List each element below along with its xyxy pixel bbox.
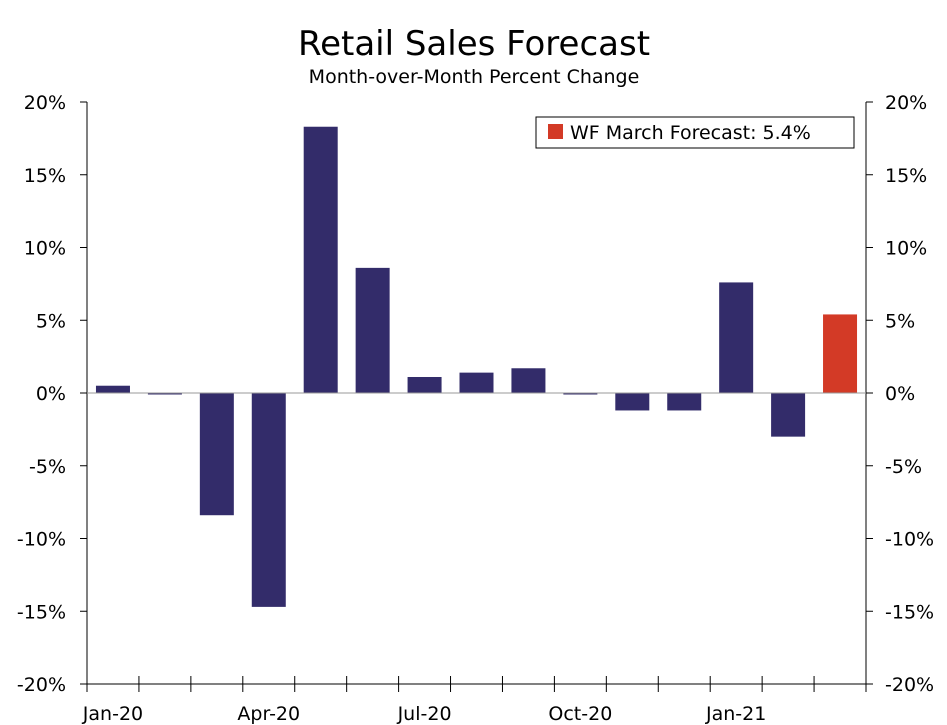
bar-Mar-20 [199, 393, 234, 516]
y-tick-label-right: 10% [885, 238, 927, 260]
bar-May-20 [303, 126, 338, 394]
x-tick-label: Apr-20 [237, 703, 300, 725]
bar-Jan-20 [95, 385, 130, 393]
x-tick-label: Jul-20 [397, 703, 452, 725]
y-tick-label-left: 5% [36, 310, 66, 332]
legend-swatch [548, 124, 563, 139]
bar-Dec-20 [667, 393, 702, 411]
x-tick-label: Jan-20 [82, 703, 143, 725]
y-tick-label-right: -15% [885, 601, 934, 623]
y-tick-label-left: 20% [24, 92, 66, 114]
y-tick-label-left: 15% [24, 165, 66, 187]
bar-Feb-20 [147, 393, 182, 395]
bar-Oct-20 [563, 393, 598, 395]
bar-Jul-20 [407, 376, 442, 393]
legend: WF March Forecast: 5.4% [535, 116, 855, 149]
bar-Apr-20 [251, 393, 286, 607]
x-tick-label: Oct-20 [548, 703, 612, 725]
bar-Aug-20 [459, 372, 494, 393]
axes: 20% 20% 15% 15% 10% 10% 5% 5% 0% 0% -5% -5% -10% -10%… [17, 92, 934, 725]
bar-Jan-21 [719, 282, 754, 393]
y-tick-label-left: -15% [17, 601, 66, 623]
y-tick-label-left: 10% [24, 238, 66, 260]
y-tick-label-right: 15% [885, 165, 927, 187]
bar-Jun-20 [355, 267, 390, 393]
bars [87, 126, 866, 607]
bar-Mar-21 [823, 314, 858, 393]
chart-subtitle: Month-over-Month Percent Change [309, 66, 640, 88]
legend-label: WF March Forecast: 5.4% [570, 122, 811, 144]
y-tick-label-right: 5% [885, 310, 915, 332]
y-tick-label-left: -20% [17, 674, 66, 696]
y-tick-label-right: -10% [885, 529, 934, 551]
bar-Sep-20 [511, 368, 546, 393]
y-tick-label-left: 0% [36, 383, 66, 405]
y-tick-label-left: -5% [29, 456, 66, 478]
legend-box [535, 116, 855, 149]
bar-Feb-21 [771, 393, 806, 437]
y-tick-label-right: 20% [885, 92, 927, 114]
y-tick-label-right: 0% [885, 383, 915, 405]
bar-Nov-20 [615, 393, 650, 411]
chart-title: Retail Sales Forecast [298, 24, 650, 64]
x-tick-label: Jan-21 [705, 703, 766, 725]
y-tick-label-left: -10% [17, 529, 66, 551]
y-tick-label-right: -20% [885, 674, 934, 696]
y-tick-label-right: -5% [885, 456, 922, 478]
